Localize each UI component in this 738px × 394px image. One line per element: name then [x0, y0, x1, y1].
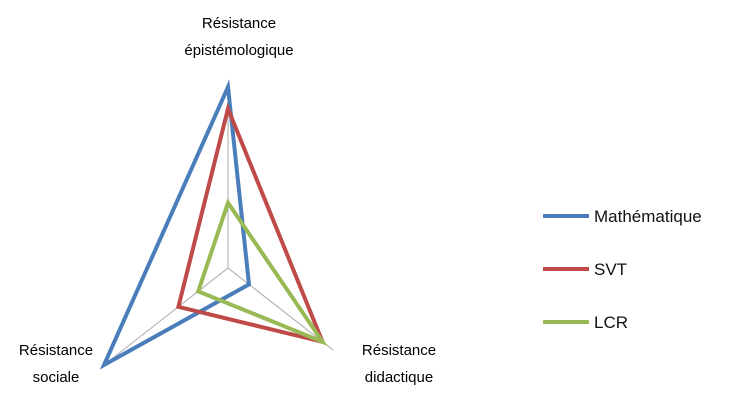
- legend-label: LCR: [594, 313, 628, 332]
- legend-item: LCR: [543, 313, 628, 332]
- legend-label: SVT: [594, 260, 627, 279]
- legend: Mathématique SVT LCR: [543, 207, 702, 332]
- axis-label-line: didactique: [365, 369, 433, 386]
- axis-label-didactique: Résistance didactique: [362, 342, 436, 386]
- legend-item: SVT: [543, 260, 627, 279]
- series-line-svt: [175, 102, 326, 345]
- axis-label-epistemologique: Résistance épistémologique: [184, 15, 293, 59]
- axis-spoke-sociale: [103, 267, 229, 366]
- axis-label-line: Résistance: [202, 15, 276, 32]
- series-line-math-matique: [99, 79, 252, 370]
- axis-label-line: Résistance: [362, 342, 436, 359]
- axis-label-sociale: Résistance sociale: [19, 342, 93, 386]
- axis-label-line: épistémologique: [184, 42, 293, 59]
- legend-label: Mathématique: [594, 207, 702, 226]
- legend-item: Mathématique: [543, 207, 702, 226]
- series-line-lcr: [195, 198, 328, 347]
- axis-spoke-didactique: [227, 267, 334, 351]
- axis-label-line: Résistance: [19, 342, 93, 359]
- axis-label-line: sociale: [33, 369, 80, 386]
